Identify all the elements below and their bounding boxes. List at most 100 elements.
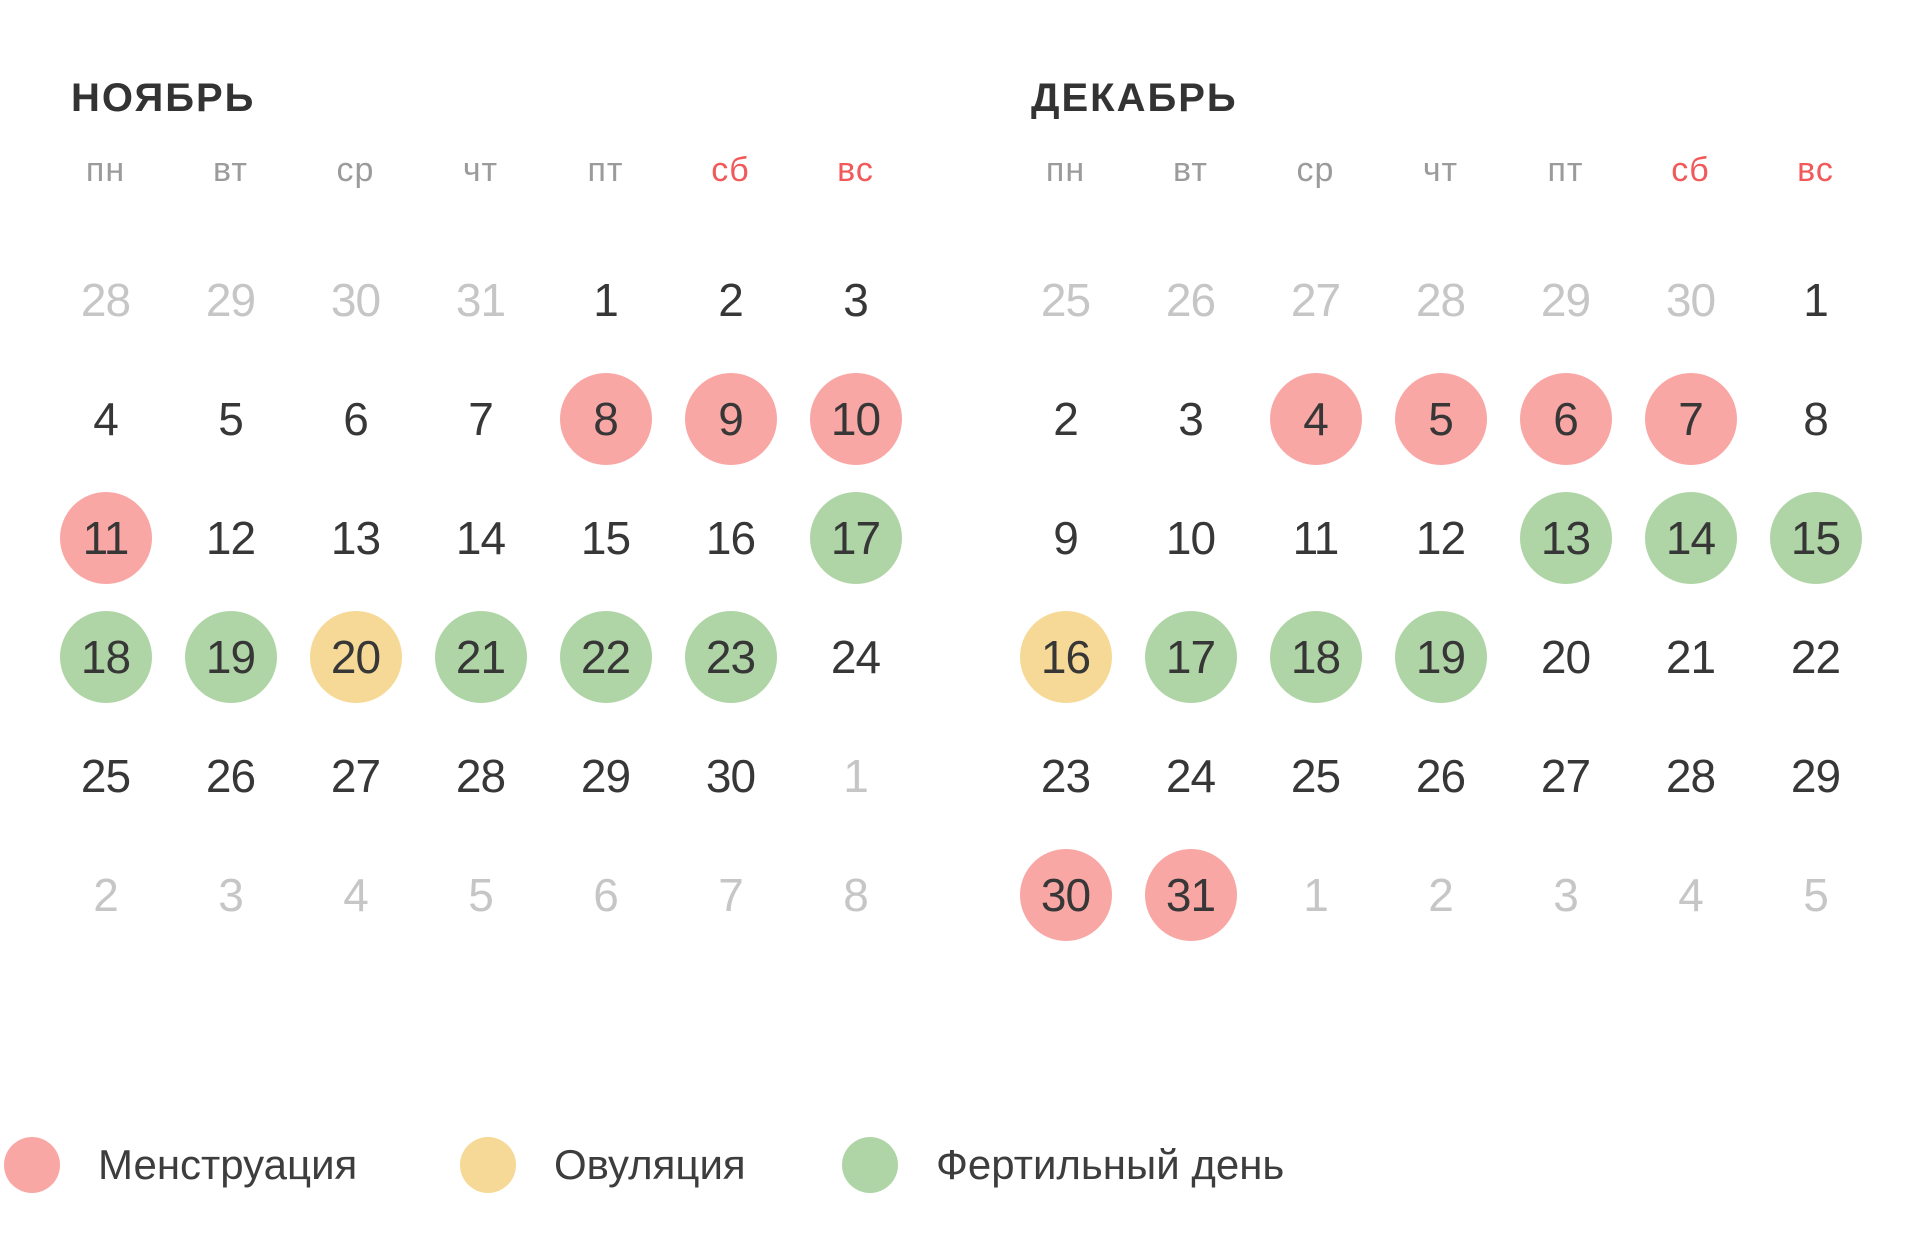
day-cell[interactable]: 28 bbox=[418, 716, 543, 835]
day-number: 17 bbox=[1144, 610, 1237, 703]
day-number: 16 bbox=[705, 511, 756, 564]
day-number: 28 bbox=[1415, 273, 1466, 326]
day-cell[interactable]: 2 bbox=[668, 240, 793, 359]
day-cell: 30 bbox=[293, 240, 418, 359]
day-cell[interactable]: 10 bbox=[793, 359, 918, 478]
day-cell: 2 bbox=[1378, 835, 1503, 954]
day-cell[interactable]: 19 bbox=[168, 597, 293, 716]
day-number: 29 bbox=[1540, 273, 1591, 326]
day-cell[interactable]: 18 bbox=[43, 597, 168, 716]
day-cell[interactable]: 14 bbox=[1628, 478, 1753, 597]
day-cell[interactable]: 23 bbox=[1003, 716, 1128, 835]
day-number: 7 bbox=[718, 868, 744, 921]
day-cell[interactable]: 21 bbox=[418, 597, 543, 716]
day-cell[interactable]: 2 bbox=[1003, 359, 1128, 478]
day-number: 26 bbox=[1165, 273, 1216, 326]
day-cell[interactable]: 9 bbox=[1003, 478, 1128, 597]
day-cell: 1 bbox=[1253, 835, 1378, 954]
day-cell[interactable]: 1 bbox=[1753, 240, 1878, 359]
day-cell[interactable]: 15 bbox=[1753, 478, 1878, 597]
day-number: 11 bbox=[59, 491, 152, 584]
day-number: 22 bbox=[1790, 630, 1841, 683]
day-number: 23 bbox=[1040, 749, 1091, 802]
day-number: 21 bbox=[434, 610, 527, 703]
day-cell[interactable]: 20 bbox=[1503, 597, 1628, 716]
weekday-label: сб bbox=[1671, 150, 1710, 189]
day-cell[interactable]: 26 bbox=[168, 716, 293, 835]
day-cell[interactable]: 19 bbox=[1378, 597, 1503, 716]
day-cell[interactable]: 5 bbox=[168, 359, 293, 478]
day-cell: 27 bbox=[1253, 240, 1378, 359]
day-cell[interactable]: 7 bbox=[418, 359, 543, 478]
day-cell[interactable]: 31 bbox=[1128, 835, 1253, 954]
day-number: 31 bbox=[455, 273, 506, 326]
day-cell[interactable]: 16 bbox=[668, 478, 793, 597]
legend-label: Овуляция bbox=[554, 1141, 746, 1188]
day-cell[interactable]: 9 bbox=[668, 359, 793, 478]
day-cell[interactable]: 8 bbox=[1753, 359, 1878, 478]
day-cell[interactable]: 14 bbox=[418, 478, 543, 597]
day-cell[interactable]: 4 bbox=[1253, 359, 1378, 478]
day-cell[interactable]: 15 bbox=[543, 478, 668, 597]
day-cell[interactable]: 12 bbox=[1378, 478, 1503, 597]
day-cell[interactable]: 13 bbox=[293, 478, 418, 597]
day-cell[interactable]: 20 bbox=[293, 597, 418, 716]
day-number: 6 bbox=[1519, 372, 1612, 465]
day-number: 29 bbox=[1790, 749, 1841, 802]
day-cell[interactable]: 25 bbox=[43, 716, 168, 835]
day-cell[interactable]: 12 bbox=[168, 478, 293, 597]
day-cell[interactable]: 13 bbox=[1503, 478, 1628, 597]
day-number: 8 bbox=[843, 868, 869, 921]
day-number: 4 bbox=[343, 868, 369, 921]
day-number: 1 bbox=[1303, 868, 1329, 921]
day-cell[interactable]: 27 bbox=[1503, 716, 1628, 835]
day-cell[interactable]: 11 bbox=[1253, 478, 1378, 597]
day-number: 26 bbox=[1415, 749, 1466, 802]
day-number: 25 bbox=[1290, 749, 1341, 802]
day-number: 5 bbox=[218, 392, 244, 445]
legend-dot-ovulation bbox=[460, 1137, 516, 1193]
day-cell[interactable]: 30 bbox=[1003, 835, 1128, 954]
day-number: 3 bbox=[1178, 392, 1204, 445]
day-cell[interactable]: 29 bbox=[543, 716, 668, 835]
day-cell[interactable]: 30 bbox=[668, 716, 793, 835]
day-cell[interactable]: 4 bbox=[43, 359, 168, 478]
day-cell[interactable]: 22 bbox=[1753, 597, 1878, 716]
day-cell[interactable]: 24 bbox=[1128, 716, 1253, 835]
day-number: 11 bbox=[1292, 511, 1340, 564]
day-cell[interactable]: 5 bbox=[1378, 359, 1503, 478]
day-cell[interactable]: 22 bbox=[543, 597, 668, 716]
day-cell[interactable]: 7 bbox=[1628, 359, 1753, 478]
day-cell[interactable]: 29 bbox=[1753, 716, 1878, 835]
day-cell[interactable]: 3 bbox=[1128, 359, 1253, 478]
day-cell[interactable]: 25 bbox=[1253, 716, 1378, 835]
day-cell[interactable]: 6 bbox=[293, 359, 418, 478]
day-number: 1 bbox=[1803, 273, 1829, 326]
day-number: 30 bbox=[330, 273, 381, 326]
day-cell[interactable]: 26 bbox=[1378, 716, 1503, 835]
day-cell[interactable]: 11 bbox=[43, 478, 168, 597]
day-cell[interactable]: 17 bbox=[793, 478, 918, 597]
day-cell[interactable]: 21 bbox=[1628, 597, 1753, 716]
weekday-label: чт bbox=[1422, 150, 1459, 189]
day-cell[interactable]: 3 bbox=[793, 240, 918, 359]
weekday-label: пн bbox=[1045, 150, 1086, 189]
day-cell[interactable]: 23 bbox=[668, 597, 793, 716]
day-number: 17 bbox=[809, 491, 902, 584]
day-number: 4 bbox=[1678, 868, 1704, 921]
day-number: 7 bbox=[1644, 372, 1737, 465]
day-number: 14 bbox=[1644, 491, 1737, 584]
day-number: 5 bbox=[1803, 868, 1829, 921]
day-cell[interactable]: 16 bbox=[1003, 597, 1128, 716]
day-cell[interactable]: 1 bbox=[543, 240, 668, 359]
day-cell[interactable]: 18 bbox=[1253, 597, 1378, 716]
day-cell[interactable]: 24 bbox=[793, 597, 918, 716]
day-cell[interactable]: 6 bbox=[1503, 359, 1628, 478]
day-number: 4 bbox=[93, 392, 119, 445]
day-cell[interactable]: 28 bbox=[1628, 716, 1753, 835]
day-cell[interactable]: 8 bbox=[543, 359, 668, 478]
day-cell[interactable]: 27 bbox=[293, 716, 418, 835]
weekday-label: вс bbox=[1797, 150, 1834, 189]
day-cell[interactable]: 10 bbox=[1128, 478, 1253, 597]
day-cell[interactable]: 17 bbox=[1128, 597, 1253, 716]
